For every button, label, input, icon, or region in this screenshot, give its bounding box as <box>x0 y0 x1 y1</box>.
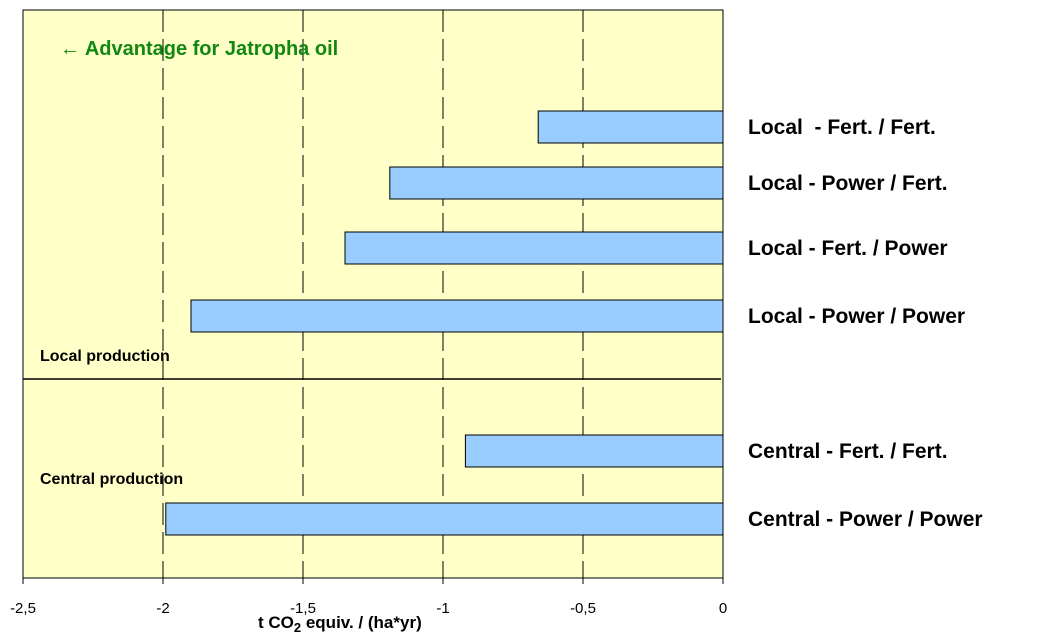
tick-label-3: -1 <box>436 600 449 617</box>
x-axis-label-rest: equiv. / (ha*yr) <box>301 613 422 632</box>
plot-border <box>22 9 724 579</box>
category-label-2: Local - Fert. / Power <box>748 237 948 260</box>
category-labels: Local - Fert. / Fert. Local - Power / Fer… <box>748 116 983 531</box>
bar-4 <box>464 434 724 468</box>
group-label-1: Central production <box>40 471 183 488</box>
x-axis-ticks: -2,5 -2 -1,5 -1 -0,5 0 <box>10 578 727 617</box>
x-axis-label-sub: 2 <box>294 620 301 633</box>
category-label-4: Central - Fert. / Fert. <box>748 440 948 463</box>
group-label-0: Local production <box>40 348 170 365</box>
tick-label-1: -2 <box>156 600 169 617</box>
tick-label-0: -2,5 <box>10 600 36 617</box>
grid-lines <box>162 10 584 578</box>
annotation-advantage: ← Advantage for Jatropha oil <box>60 38 338 60</box>
group-labels: Local production Central production <box>40 348 183 488</box>
category-label-0: Local - Fert. / Fert. <box>748 116 936 139</box>
category-label-3: Local - Power / Power <box>748 305 965 328</box>
bar-2 <box>344 231 724 265</box>
bar-0 <box>537 110 724 144</box>
tick-label-4: -0,5 <box>570 600 596 617</box>
bar-5 <box>165 502 724 536</box>
category-label-5: Central - Power / Power <box>748 508 983 531</box>
x-axis-label-main: t CO <box>258 613 294 632</box>
plot-area <box>23 10 723 578</box>
bar-3 <box>190 299 724 333</box>
bars <box>165 110 724 536</box>
x-axis-label: t CO2 equiv. / (ha*yr) <box>258 613 422 633</box>
tick-label-2: -1,5 <box>290 600 316 617</box>
category-label-1: Local - Power / Fert. <box>748 172 948 195</box>
tick-label-5: 0 <box>719 600 727 617</box>
bar-1 <box>389 166 724 200</box>
